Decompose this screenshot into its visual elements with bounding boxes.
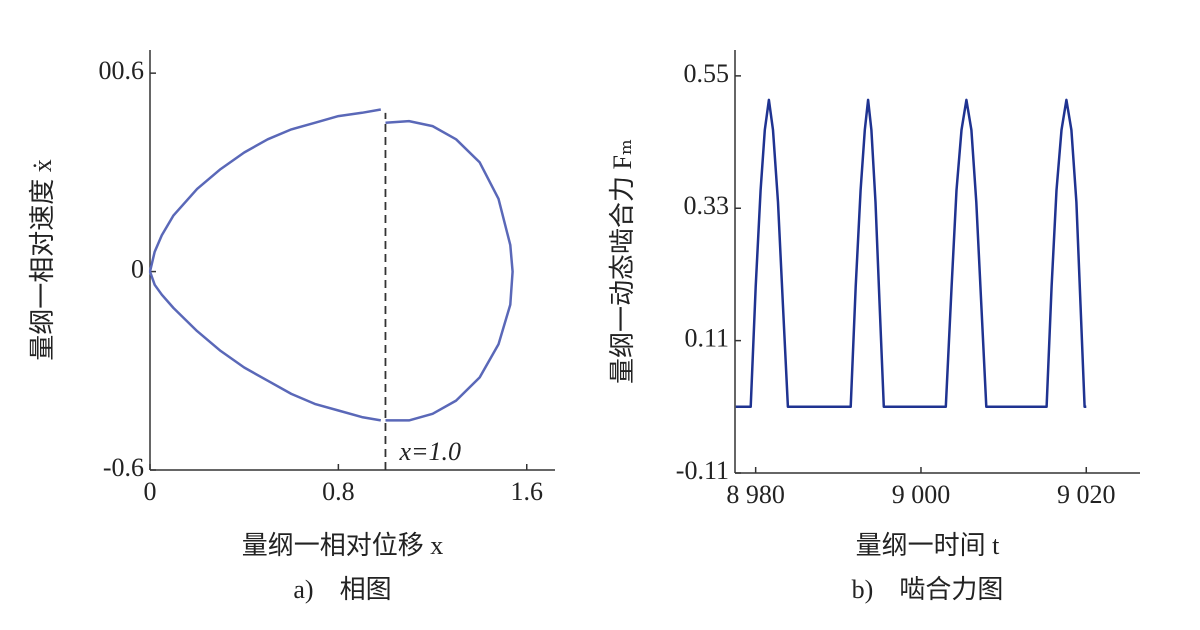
x-tick-label: 0.8 xyxy=(322,477,355,506)
data-line xyxy=(735,98,1087,409)
y-tick-label: 0 xyxy=(131,255,144,284)
x-tick-label: 8 980 xyxy=(726,480,785,509)
y-tick-label: 0.33 xyxy=(684,191,730,220)
x-tick-label: 9 000 xyxy=(892,480,951,509)
x-tick-label: 1.6 xyxy=(510,477,543,506)
data-line xyxy=(148,108,514,422)
annotation: x=1.0 xyxy=(398,437,461,466)
x-tick-label: 9 020 xyxy=(1057,480,1116,509)
x-axis-label: 量纲一时间 t xyxy=(856,531,1001,560)
y-axis-label: 量纲一相对速度 ẋ xyxy=(28,159,57,361)
y-axis-label: 量纲一动态啮合力 Fₘ xyxy=(608,139,637,384)
y-tick-label: -0.11 xyxy=(676,456,729,485)
y-tick-label: 0.55 xyxy=(684,59,730,88)
x-tick-label: 0 xyxy=(144,477,157,506)
y-tick-label: -0.6 xyxy=(103,453,144,482)
caption: b) 啮合力图 xyxy=(852,575,1004,604)
y-tick-label: 00.6 xyxy=(99,56,145,85)
x-axis-label: 量纲一相对位移 x xyxy=(242,531,444,560)
caption: a) 相图 xyxy=(293,575,391,604)
y-tick-label: 0.11 xyxy=(684,324,729,353)
